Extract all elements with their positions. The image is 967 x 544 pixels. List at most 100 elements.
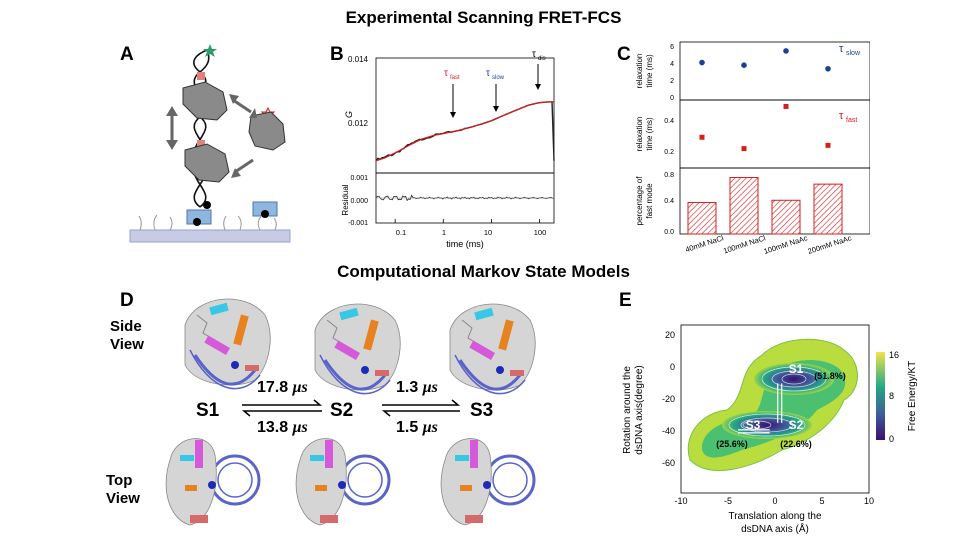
diffusion-arrows <box>166 94 257 178</box>
c-ylabel-mid: relaxation time (ms) <box>635 117 654 152</box>
panel-letter-e: E <box>619 290 632 311</box>
rate-s1-s2-unit: μs <box>292 379 308 396</box>
tau-dis-symbol: τ <box>532 49 536 60</box>
c-ylabel-bottom-line2: fast mode <box>645 183 654 219</box>
s2-side-structure <box>313 302 402 396</box>
e-cbar-tick-16: 16 <box>889 350 899 360</box>
s1-top-structure <box>164 437 261 527</box>
e-label-s3: S3 <box>746 418 761 432</box>
side-view-line1: Side <box>110 318 142 335</box>
e-ytick-0: 0 <box>670 362 675 372</box>
tau-fast-subscript: fast <box>450 75 460 81</box>
biotin-left <box>193 218 201 226</box>
panel-letter-d: D <box>120 290 134 311</box>
c-legend-fast: τ fast <box>839 110 857 124</box>
e-ytick-m40: -40 <box>662 426 675 436</box>
c-fast-point-0 <box>699 134 705 140</box>
equilibrium-arrows <box>241 399 461 417</box>
c-ylabel-mid-line2: time (ms) <box>645 117 654 151</box>
surface-brush <box>138 214 277 231</box>
c-ylabel-top-line1: relaxation <box>635 54 644 89</box>
e-pct-s2: (22.6%) <box>780 439 812 449</box>
b-xtick-100: 100 <box>534 228 547 237</box>
anchor-protein-right <box>252 201 278 217</box>
state-s3: S3 <box>470 400 494 421</box>
panel-b-fcs-chart: 0.014 0.012 0.001 0.000 -0.001 G Residua… <box>341 49 555 249</box>
panel-b-top-frame <box>375 57 555 174</box>
b-ytick-0014: 0.014 <box>348 55 369 64</box>
panel-e-chart: S3 S2 S1 (51.8%) (22.6%) (25.6%) 20 0 -2… <box>622 324 918 535</box>
c-ytick-04: 0.4 <box>664 118 674 125</box>
c-ylabel-mid-line1: relaxation <box>635 117 644 152</box>
c-slow-point-0 <box>699 59 705 66</box>
rate-s2-s3-unit: μs <box>422 379 438 396</box>
rate-s2-s1-unit: μs <box>292 419 308 436</box>
e-basin-s1 <box>754 363 834 395</box>
biotin-dot <box>203 201 211 209</box>
b-xlabel: time (ms) <box>446 239 484 249</box>
c-ylabel-bottom: percentage of fast mode <box>635 176 654 226</box>
surface <box>129 229 291 243</box>
b-ytick-res-pos: 0.001 <box>350 175 368 182</box>
c-ytick-6: 6 <box>670 44 674 51</box>
e-ylabel: Rotation around the dsDNA axis(degree) <box>622 365 645 454</box>
e-xtick-5: 5 <box>819 496 824 506</box>
arrow-s2-to-s3 <box>382 399 461 406</box>
e-cbar-tick-8: 8 <box>889 391 894 401</box>
annotation-tau-fast: τ fast <box>444 68 460 118</box>
biotin-right <box>261 210 269 218</box>
c-legend-fast-sub: fast <box>846 117 857 124</box>
rate-s2-to-s3: 1.3 μs <box>396 379 438 397</box>
e-pct-s1: (51.8%) <box>814 371 846 381</box>
b-xtick-10: 10 <box>484 228 492 237</box>
panel-c-data <box>687 48 843 235</box>
panel-letter-a: A <box>120 44 134 65</box>
e-label-s2: S2 <box>789 418 804 432</box>
e-colorbar-label: Free Energy/KT <box>907 361 918 432</box>
b-ylabel-g: G <box>344 111 354 118</box>
annotation-tau-slow: τ slow <box>486 68 505 112</box>
s3-top-structure <box>439 437 536 527</box>
c-ytick-00: 0.0 <box>664 229 674 236</box>
arrow-s1-to-s2 <box>242 399 323 406</box>
e-label-s1: S1 <box>789 362 804 376</box>
c-slow-point-2 <box>783 48 789 54</box>
rate-s1-to-s2: 17.8 μs <box>257 379 308 397</box>
e-xtick-0: 0 <box>772 496 777 506</box>
rate-s3-to-s2: 1.5 μs <box>396 419 438 437</box>
c-bar-0 <box>687 201 717 235</box>
c-ytick-08: 0.8 <box>664 172 674 179</box>
e-pct-s3: (25.6%) <box>716 439 748 449</box>
panel-letter-c: C <box>617 44 631 65</box>
c-fast-point-1 <box>741 146 747 152</box>
donor-star <box>203 44 217 57</box>
annotation-tau-dis: τ dis <box>532 49 546 90</box>
tau-dis-subscript: dis <box>538 56 546 62</box>
e-ytick-m20: -20 <box>662 394 675 404</box>
s3-side-structure <box>448 302 537 396</box>
c-ytick-4: 4 <box>670 61 674 68</box>
title-experimental: Experimental Scanning FRET-FCS <box>345 8 622 27</box>
c-cat-1: 100mM NaCl <box>722 233 767 255</box>
c-legend-slow: τ slow <box>839 43 861 57</box>
arrow-s2-to-s1 <box>241 410 322 417</box>
c-ytick-2: 2 <box>670 78 674 85</box>
c-legend-slow-sub: slow <box>846 50 861 57</box>
c-bar-3 <box>813 183 843 235</box>
c-legend-slow-sym: τ <box>839 43 844 55</box>
e-xtick-m5: -5 <box>724 496 732 506</box>
c-ytick-0: 0 <box>670 95 674 102</box>
e-ytick-20: 20 <box>665 330 675 340</box>
b-fit-line <box>375 101 554 162</box>
s1-side-structure <box>183 297 272 391</box>
tau-slow-symbol: τ <box>486 68 490 79</box>
label-side-view: Side View <box>110 318 144 354</box>
rate-s2-s1-value: 13.8 <box>257 419 289 436</box>
protein-bottom <box>184 143 230 183</box>
side-view-line2: View <box>110 336 144 353</box>
acceptor-top <box>197 72 205 80</box>
c-legend-fast-sym: τ <box>839 110 844 122</box>
c-ylabel-bottom-line1: percentage of <box>635 176 644 226</box>
rate-s2-s3-value: 1.3 <box>396 379 419 396</box>
state-s1: S1 <box>196 400 220 421</box>
